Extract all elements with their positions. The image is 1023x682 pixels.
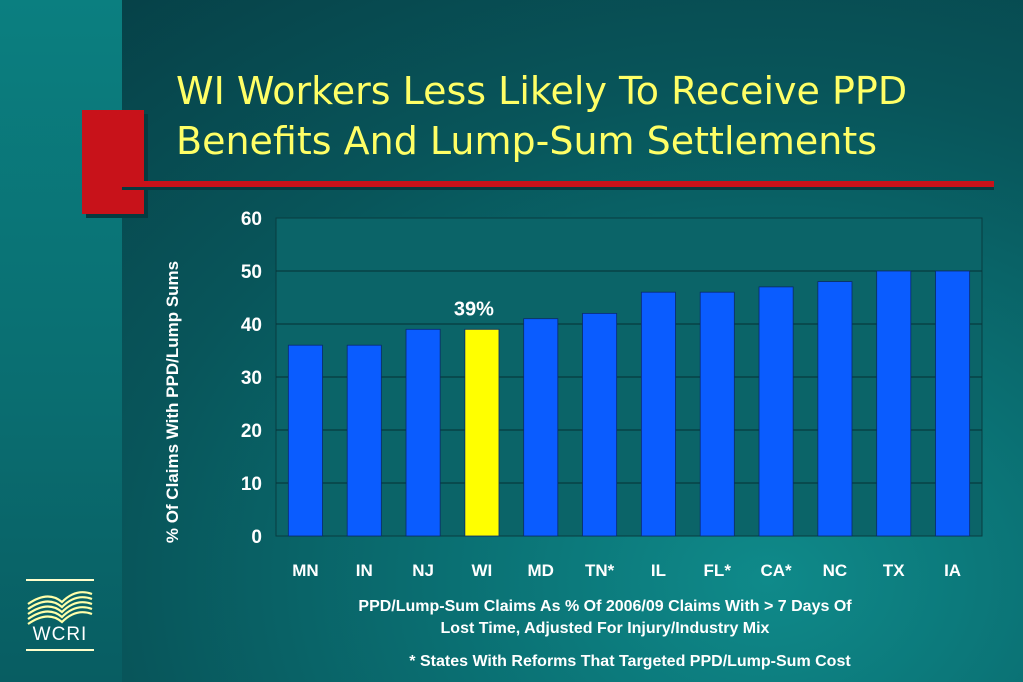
data-label: 39% bbox=[454, 298, 494, 320]
footnote-reforms: * States With Reforms That Targeted PPD/… bbox=[409, 653, 851, 670]
y-tick-label: 40 bbox=[241, 315, 262, 336]
bar-tx bbox=[876, 270, 912, 537]
x-category-label: WI bbox=[472, 561, 493, 580]
x-category-label: TN* bbox=[585, 561, 615, 580]
y-tick-label: 10 bbox=[241, 474, 262, 495]
y-tick-label: 0 bbox=[251, 527, 262, 548]
bar-nc bbox=[817, 281, 853, 537]
x-category-label: NJ bbox=[412, 561, 434, 580]
footnote-line-1: PPD/Lump-Sum Claims As % Of 2006/09 Clai… bbox=[358, 598, 852, 615]
gridlines bbox=[276, 270, 982, 484]
red-accent-square bbox=[82, 110, 144, 214]
x-category-label: MD bbox=[528, 561, 554, 580]
x-category-label: MN bbox=[292, 561, 318, 580]
bar-md bbox=[523, 318, 559, 537]
footnote-definition: PPD/Lump-Sum Claims As % Of 2006/09 Clai… bbox=[250, 596, 960, 640]
bar-in bbox=[346, 344, 382, 537]
x-category-label: FL* bbox=[704, 561, 732, 580]
x-category-label: IA bbox=[944, 561, 961, 580]
bar-wi bbox=[464, 328, 500, 537]
title-line-2: Benefits And Lump-Sum Settlements bbox=[176, 119, 878, 163]
y-tick-labels: 0 10 20 30 40 50 60 bbox=[241, 209, 262, 548]
bar-ia bbox=[935, 270, 971, 537]
bar-mn bbox=[287, 344, 323, 537]
x-category-label: CA* bbox=[760, 561, 792, 580]
bar-nj bbox=[405, 328, 441, 537]
y-tick-label: 30 bbox=[241, 368, 262, 389]
wcri-logo-icon bbox=[26, 579, 94, 651]
y-tick-label: 60 bbox=[241, 209, 262, 230]
x-category-label: TX bbox=[883, 561, 905, 580]
x-category-label: IL bbox=[651, 561, 666, 580]
x-category-label: NC bbox=[823, 561, 848, 580]
x-category-label: IN bbox=[356, 561, 373, 580]
bar-fl bbox=[699, 291, 735, 537]
footnote-line-2: Lost Time, Adjusted For Injury/Industry … bbox=[440, 620, 770, 637]
y-tick-label: 20 bbox=[241, 421, 262, 442]
red-accent-rule bbox=[122, 181, 994, 187]
bar-il bbox=[640, 291, 676, 537]
x-category-labels: MN IN NJ WI MD TN* IL FL* CA* NC TX IA bbox=[292, 561, 961, 580]
bars bbox=[287, 270, 971, 537]
slide-title: WI Workers Less Likely To Receive PPD Be… bbox=[176, 66, 996, 166]
logo-text: WCRI bbox=[32, 624, 88, 645]
bar-ca bbox=[758, 286, 794, 537]
y-tick-label: 50 bbox=[241, 262, 262, 283]
y-axis-title: % Of Claims With PPD/Lump Sums bbox=[163, 261, 182, 543]
bar-tn bbox=[582, 312, 618, 537]
title-line-1: WI Workers Less Likely To Receive PPD bbox=[176, 69, 908, 113]
data-labels: 39% bbox=[454, 298, 494, 320]
